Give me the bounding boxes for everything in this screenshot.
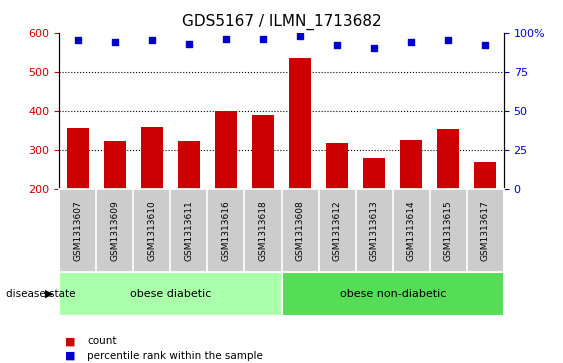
Point (221, 36, 230, 42)
Text: GSM1313613: GSM1313613 (370, 200, 379, 261)
Text: obese diabetic: obese diabetic (129, 289, 211, 299)
Title: GDS5167 / ILMN_1713682: GDS5167 / ILMN_1713682 (182, 14, 381, 30)
Bar (400, 140, 422, 189)
Text: ■: ■ (65, 336, 75, 346)
Point (148, 38, 157, 44)
Point (333, 42, 342, 48)
Bar (282, 272, 504, 316)
Text: GSM1313614: GSM1313614 (406, 200, 415, 261)
Point (184, 41, 193, 46)
Bar (215, 111, 237, 189)
Point (444, 38, 453, 44)
Bar (66, 128, 89, 189)
Text: count: count (87, 336, 117, 346)
Bar (141, 127, 163, 189)
Text: GSM1313607: GSM1313607 (73, 200, 82, 261)
Text: GSM1313615: GSM1313615 (444, 200, 453, 261)
Bar (178, 141, 200, 189)
Bar (474, 162, 497, 189)
Text: GSM1313610: GSM1313610 (148, 200, 157, 261)
Text: GSM1313608: GSM1313608 (296, 200, 305, 261)
Bar (104, 141, 126, 189)
Text: GSM1313617: GSM1313617 (481, 200, 490, 261)
Point (258, 36, 267, 42)
Bar (363, 158, 385, 189)
Point (73, 38, 82, 44)
Point (296, 33, 305, 39)
Bar (289, 58, 311, 189)
Point (406, 39, 415, 45)
Bar (437, 129, 459, 189)
Bar (326, 143, 348, 189)
Text: percentile rank within the sample: percentile rank within the sample (87, 351, 263, 361)
Bar (59, 272, 282, 316)
Text: GSM1313611: GSM1313611 (184, 200, 193, 261)
Point (110, 39, 119, 45)
Point (481, 42, 490, 48)
Text: GSM1313618: GSM1313618 (258, 200, 267, 261)
Text: obese non-diabetic: obese non-diabetic (339, 289, 446, 299)
Text: ▶: ▶ (45, 289, 53, 299)
Text: ■: ■ (65, 351, 75, 361)
Text: GSM1313612: GSM1313612 (333, 200, 342, 261)
Bar (252, 115, 274, 189)
Point (370, 45, 379, 51)
Text: GSM1313609: GSM1313609 (110, 200, 119, 261)
Text: disease state: disease state (6, 289, 75, 299)
Text: GSM1313616: GSM1313616 (221, 200, 230, 261)
